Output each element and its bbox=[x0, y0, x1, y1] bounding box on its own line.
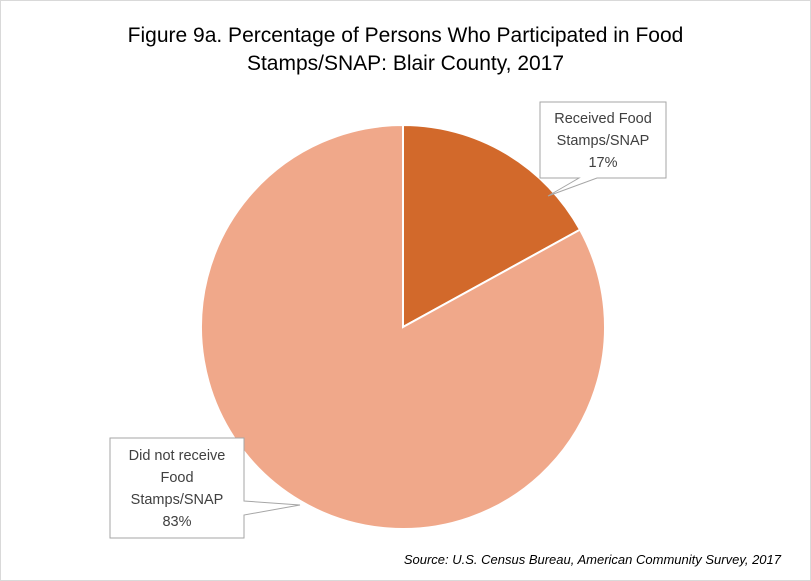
chart-title: Figure 9a. Percentage of Persons Who Par… bbox=[0, 22, 811, 78]
chart-source: Source: U.S. Census Bureau, American Com… bbox=[403, 552, 781, 567]
chart-title-line-1: Figure 9a. Percentage of Persons Who Par… bbox=[127, 24, 684, 47]
chart-title-line-2: Stamps/SNAP: Blair County, 2017 bbox=[246, 52, 565, 75]
data-label-category: Food bbox=[160, 470, 193, 486]
data-label-category: Received Food bbox=[554, 111, 652, 127]
data-label-value: 83% bbox=[162, 514, 191, 530]
data-label-callout-box bbox=[539, 101, 667, 197]
pie-slice-2 bbox=[200, 123, 606, 530]
data-label-category: Stamps/SNAP bbox=[557, 133, 650, 149]
data-label-callout-box bbox=[109, 437, 301, 539]
data-label-1: Received Food Stamps/SNAP 17% bbox=[539, 101, 667, 197]
data-label-value: 17% bbox=[588, 155, 617, 171]
data-label-category: Did not receive bbox=[129, 448, 226, 464]
data-label-category: Stamps/SNAP bbox=[131, 492, 224, 508]
data-label-2: Did not receive Food Stamps/SNAP 83% bbox=[109, 437, 301, 539]
pie-slice-1 bbox=[402, 123, 582, 329]
